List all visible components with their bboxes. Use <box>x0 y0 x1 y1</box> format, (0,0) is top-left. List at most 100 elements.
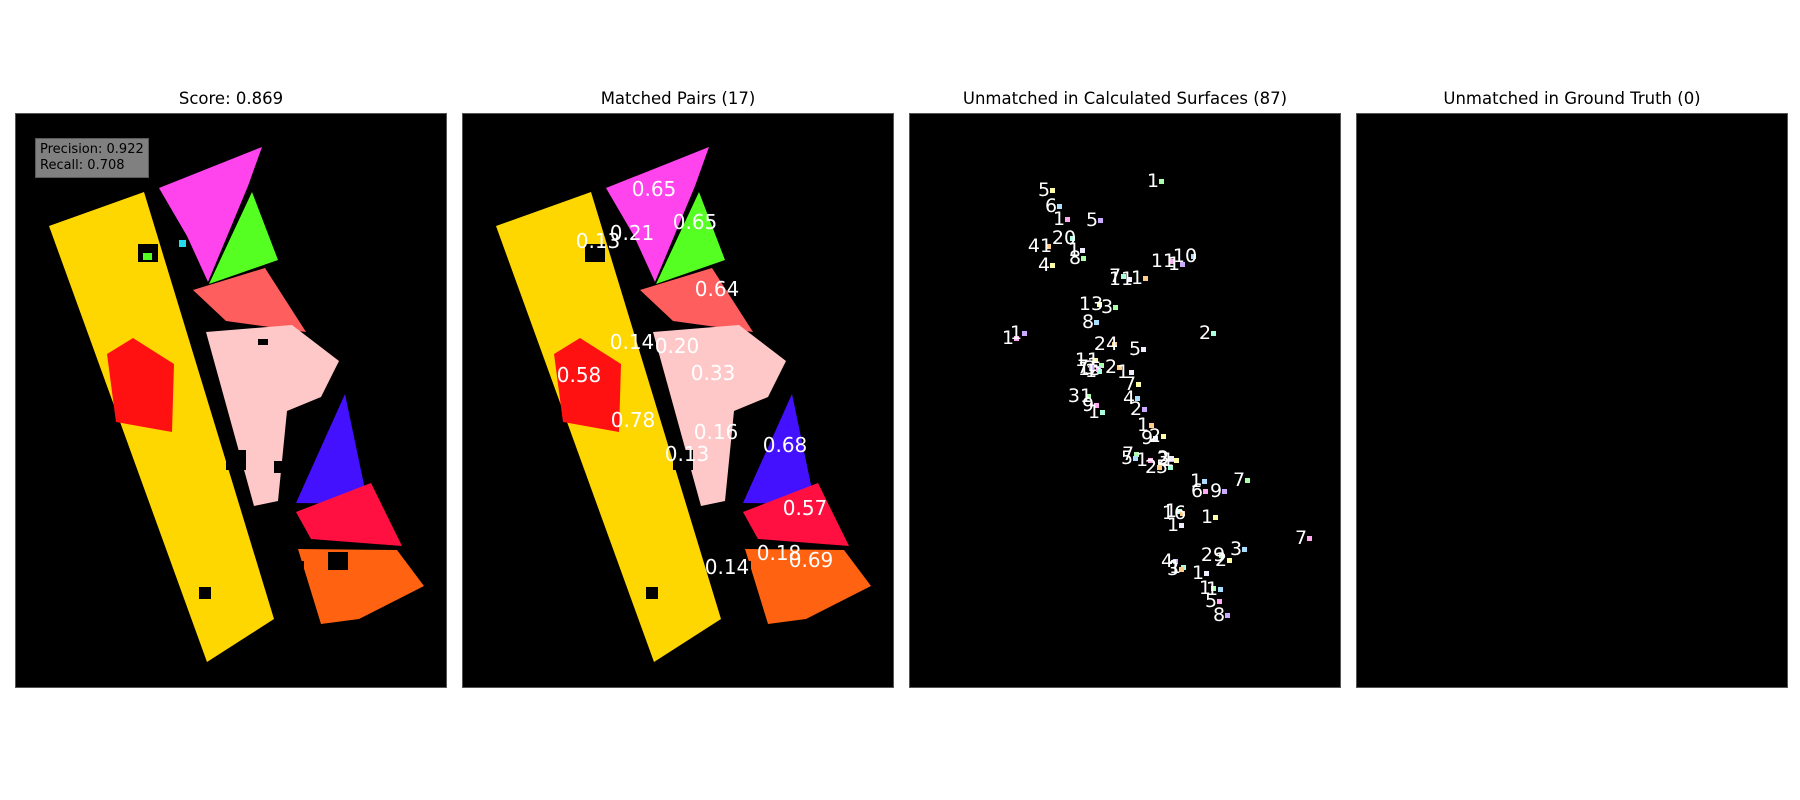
unmatched-fragment <box>1112 342 1117 347</box>
surface-crimson <box>743 483 849 546</box>
hole <box>328 552 348 570</box>
unmatched-fragment <box>1089 365 1094 370</box>
unmatched-fragment <box>1245 478 1250 483</box>
surface-crimson <box>296 483 402 546</box>
hole <box>258 339 268 345</box>
match-score-label: 0.57 <box>783 496 828 520</box>
unmatched-count-label: 2 <box>1149 425 1161 447</box>
segmentation-map-score <box>49 147 424 662</box>
unmatched-count-label: 1 <box>1088 401 1100 423</box>
unmatched-fragment <box>1211 586 1216 591</box>
unmatched-count-label: 5 <box>1129 338 1141 360</box>
unmatched-fragment <box>1153 436 1158 441</box>
unmatched-count-label: 13 <box>1079 293 1103 315</box>
surface-orange <box>298 549 424 624</box>
unmatched-fragment <box>1242 547 1247 552</box>
unmatched-count-label: 7 <box>1122 443 1134 465</box>
unmatched-fragment <box>1307 536 1312 541</box>
unmatched-fragment <box>1159 179 1164 184</box>
surface-group <box>49 147 424 662</box>
unmatched-count-label: 1 <box>1190 470 1202 492</box>
hole <box>286 561 304 577</box>
match-score-label: 0.65 <box>673 210 718 234</box>
unmatched-count-label: 24 <box>1094 333 1118 355</box>
unmatched-count-label: 5 <box>1038 179 1050 201</box>
unmatched-count-label: 2 <box>1157 448 1169 470</box>
unmatched-fragments-map: 5161520411481011171111338112245111315712… <box>1002 170 1312 626</box>
unmatched-fragment <box>1225 613 1230 618</box>
unmatched-fragment <box>1133 456 1138 461</box>
hole <box>646 587 658 599</box>
unmatched-count-label: 29 <box>1201 544 1225 566</box>
unmatched-count-label: 1 <box>1010 322 1022 344</box>
unmatched-count-label: 1 <box>1162 449 1174 471</box>
unmatched-count-label: 4 <box>1038 254 1050 276</box>
surface-group <box>496 147 871 662</box>
surface-pink <box>653 325 786 506</box>
unmatched-fragment <box>1022 331 1027 336</box>
unmatched-count-label: 1 <box>1168 253 1180 275</box>
small-surface <box>143 253 152 260</box>
unmatched-count-label: 6 <box>1045 195 1057 217</box>
unmatched-count-label: 7 <box>1295 527 1307 549</box>
match-score-label: 0.33 <box>691 361 736 385</box>
unmatched-count-label: 1 <box>1002 327 1014 349</box>
match-score-label: 0.20 <box>655 334 700 358</box>
unmatched-fragment <box>1129 370 1134 375</box>
unmatched-fragment <box>1169 259 1174 264</box>
unmatched-count-label: 3 <box>1101 296 1113 318</box>
unmatched-count-label: 16 <box>1162 502 1186 524</box>
panel-title-score: Score: 0.869 <box>178 89 284 108</box>
hole <box>673 450 693 470</box>
unmatched-count-label: 10 <box>1173 245 1197 267</box>
unmatched-fragment <box>1180 262 1185 267</box>
panel-title-unmatched-ground-truth: Unmatched in Ground Truth (0) <box>1443 89 1701 108</box>
unmatched-fragment <box>1179 523 1184 528</box>
unmatched-count-label: 1 <box>1117 361 1129 383</box>
match-score-label: 0.14 <box>705 555 750 579</box>
match-score-label: 0.65 <box>632 177 677 201</box>
unmatched-fragment <box>1100 410 1105 415</box>
unmatched-fragment <box>1217 599 1222 604</box>
surface-magenta <box>159 147 262 282</box>
surface-pink <box>206 325 339 506</box>
unmatched-count-label: 8 <box>1082 311 1094 333</box>
unmatched-fragment <box>1098 218 1103 223</box>
precision-text: Precision: 0.922 <box>40 142 144 157</box>
unmatched-fragment <box>1169 456 1174 461</box>
unmatched-count-label: 7 <box>1109 265 1121 287</box>
unmatched-fragment <box>1094 320 1099 325</box>
match-score-label: 0.14 <box>610 330 655 354</box>
unmatched-count-label: 5 <box>1086 209 1098 231</box>
unmatched-fragment <box>1180 511 1185 516</box>
unmatched-count-label: 1 <box>1136 449 1148 471</box>
small-surface <box>179 240 186 247</box>
unmatched-fragment <box>1149 423 1154 428</box>
unmatched-count-label: 1 <box>1199 577 1211 599</box>
unmatched-count-label: 9 <box>1210 480 1222 502</box>
unmatched-fragment <box>1174 458 1179 463</box>
unmatched-fragment <box>1202 479 1207 484</box>
surface-green <box>209 192 278 284</box>
match-score-label: 0.69 <box>789 548 834 572</box>
match-score-label: 0.78 <box>611 408 656 432</box>
unmatched-fragment <box>1204 571 1209 576</box>
surface-blue <box>743 394 815 504</box>
unmatched-fragment <box>1191 254 1196 259</box>
unmatched-fragment <box>1179 567 1184 572</box>
unmatched-count-label: 1 <box>1053 208 1065 230</box>
surface-red <box>554 338 621 432</box>
unmatched-count-label: 1 <box>1068 239 1080 261</box>
unmatched-count-label: 2 <box>1105 356 1117 378</box>
unmatched-fragment <box>1222 489 1227 494</box>
unmatched-fragment <box>1168 465 1173 470</box>
match-score-label: 0.13 <box>576 229 621 253</box>
hole <box>733 561 751 577</box>
unmatched-count-label: 5 <box>1205 590 1217 612</box>
unmatched-count-label: 2 <box>1145 456 1157 478</box>
unmatched-count-label: 1 <box>1192 562 1204 584</box>
unmatched-fragment <box>1093 358 1098 363</box>
unmatched-count-label: 7 <box>1233 469 1245 491</box>
unmatched-fragment <box>1099 363 1104 368</box>
unmatched-count-label: 1 <box>1206 578 1218 600</box>
